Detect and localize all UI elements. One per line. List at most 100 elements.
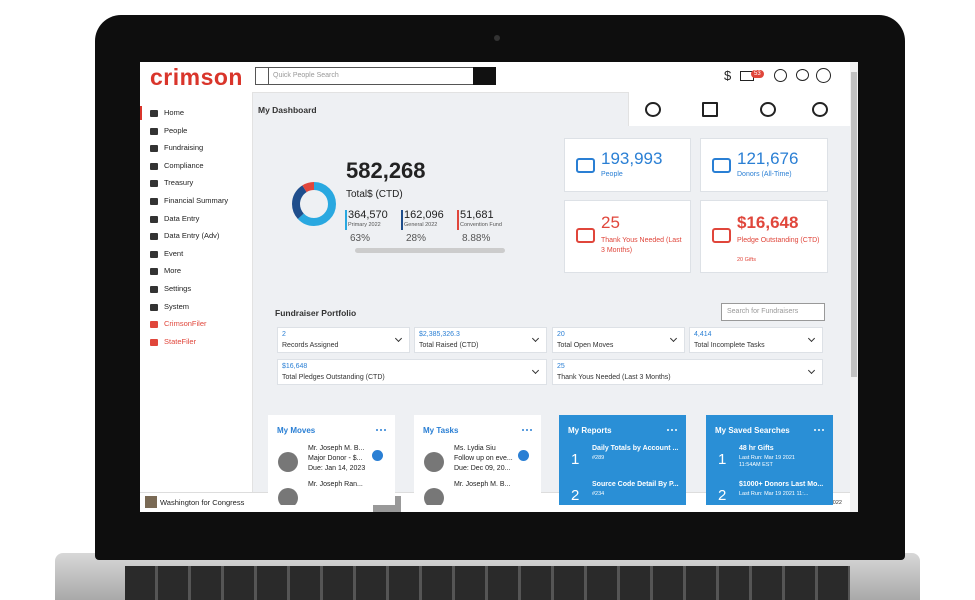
segment-amount: 51,681 bbox=[460, 209, 494, 221]
item-name[interactable]: 48 hr Gifts bbox=[739, 445, 774, 452]
more-dot[interactable] bbox=[822, 429, 824, 431]
nav-item[interactable]: Settings bbox=[164, 284, 192, 293]
portfolio-box[interactable]: $2,385,326.3 Total Raised (CTD) bbox=[414, 327, 547, 353]
nav-item[interactable]: More bbox=[164, 266, 182, 276]
nav-icon bbox=[150, 268, 158, 276]
item-name[interactable]: Mr. Joseph M. B... bbox=[308, 445, 365, 452]
help-icon[interactable] bbox=[774, 69, 787, 82]
notification-badge: 53 bbox=[751, 70, 764, 78]
search-button[interactable] bbox=[473, 67, 496, 85]
segment-bar bbox=[457, 210, 459, 230]
action-icon[interactable] bbox=[518, 450, 529, 461]
stat-icon bbox=[576, 228, 595, 243]
search-dropdown[interactable] bbox=[255, 67, 269, 85]
toolbar-icon[interactable] bbox=[645, 102, 661, 117]
search-input[interactable]: Quick People Search bbox=[268, 67, 474, 85]
portfolio-search[interactable]: Search for Fundraisers bbox=[721, 303, 825, 321]
account-avatar bbox=[145, 496, 157, 508]
currency-icon[interactable]: $ bbox=[724, 68, 732, 83]
donut-chart bbox=[292, 182, 336, 226]
item-name[interactable]: Mr. Joseph Ran... bbox=[308, 481, 363, 488]
stat-card[interactable]: 25 Thank Yous Needed (Last 3 Months) bbox=[564, 200, 691, 273]
nav-icon bbox=[150, 198, 158, 205]
account-name[interactable]: Washington for Congress bbox=[160, 498, 245, 507]
chevron bbox=[807, 334, 816, 343]
item-name[interactable]: Source Code Detail By P... bbox=[592, 481, 679, 488]
item-number: 2 bbox=[571, 487, 580, 504]
portfolio-box[interactable]: 4,414 Total Incomplete Tasks bbox=[689, 327, 823, 353]
segment-label: Primary 2022 bbox=[348, 222, 381, 228]
action-icon[interactable] bbox=[372, 450, 383, 461]
nav-icon bbox=[150, 127, 158, 135]
nav-item[interactable]: System bbox=[164, 301, 190, 311]
nav-icon bbox=[150, 233, 158, 241]
dashboard-title: My Dashboard bbox=[258, 105, 317, 115]
stat-card[interactable]: 121,676 Donors (All-Time) bbox=[700, 138, 828, 192]
widget-title: My Saved Searches bbox=[715, 426, 790, 435]
nav-item[interactable]: Compliance bbox=[164, 160, 204, 170]
nav-item[interactable]: StateFiler bbox=[164, 336, 197, 346]
stat-value: 121,676 bbox=[737, 149, 799, 168]
more-dot[interactable] bbox=[671, 429, 673, 431]
nav-item[interactable]: Data Entry (Adv) bbox=[164, 231, 220, 241]
nav-item[interactable]: People bbox=[164, 125, 188, 135]
more-dot[interactable] bbox=[380, 429, 382, 431]
segment-bar bbox=[401, 210, 403, 230]
logo: crimson bbox=[150, 64, 243, 90]
portfolio-box[interactable]: 20 Total Open Moves bbox=[552, 327, 685, 353]
more-dot[interactable] bbox=[376, 429, 378, 431]
toolbar-icon[interactable] bbox=[760, 102, 776, 117]
more-dot[interactable] bbox=[667, 429, 669, 431]
portfolio-label: Total Incomplete Tasks bbox=[694, 342, 765, 349]
toolbar-icon[interactable] bbox=[812, 102, 828, 117]
nav-item[interactable]: Financial Summary bbox=[164, 196, 229, 205]
more-dot[interactable] bbox=[522, 429, 524, 431]
nav-item[interactable]: Treasury bbox=[164, 178, 194, 188]
widget-title: My Moves bbox=[277, 426, 316, 435]
portfolio-value: $16,648 bbox=[282, 363, 308, 370]
nav-item[interactable]: Data Entry bbox=[164, 213, 200, 223]
nav-icon bbox=[150, 303, 158, 311]
item-name[interactable]: Ms. Lydia Siu bbox=[454, 445, 496, 452]
segment-scrollbar bbox=[355, 248, 505, 253]
nav-icon bbox=[150, 180, 158, 188]
nav-item[interactable]: Home bbox=[164, 108, 185, 117]
more-dot[interactable] bbox=[675, 429, 677, 431]
toolbar-icon[interactable] bbox=[702, 102, 718, 117]
chat-icon[interactable] bbox=[796, 69, 809, 81]
portfolio-box[interactable]: $16,648 Total Pledges Outstanding (CTD) bbox=[277, 359, 547, 385]
more-dot[interactable] bbox=[814, 429, 816, 431]
item-line: #234 bbox=[592, 491, 605, 497]
screen: crimson Quick People Search $ 53 My Dash… bbox=[140, 62, 858, 512]
portfolio-value: 4,414 bbox=[694, 331, 712, 338]
segment-share: 63% bbox=[350, 233, 371, 244]
portfolio-value: 25 bbox=[557, 363, 565, 370]
chevron bbox=[669, 334, 678, 343]
item-name[interactable]: Mr. Joseph M. B... bbox=[454, 481, 511, 488]
nav-item[interactable]: Fundraising bbox=[164, 143, 204, 153]
stat-card[interactable]: 193,993 People bbox=[564, 138, 691, 192]
portfolio-label: Thank Yous Needed (Last 3 Months) bbox=[557, 374, 671, 381]
nav-item[interactable]: CrimsonFiler bbox=[164, 319, 207, 329]
more-dot[interactable] bbox=[384, 429, 386, 431]
user-icon[interactable] bbox=[816, 68, 831, 83]
item-line: Follow up on eve... bbox=[454, 455, 513, 462]
stat-card[interactable]: $16,648 Pledge Outstanding (CTD) 20 Gifts bbox=[700, 200, 828, 273]
more-dot[interactable] bbox=[526, 429, 528, 431]
chevron bbox=[531, 366, 540, 375]
portfolio-box[interactable]: 25 Thank Yous Needed (Last 3 Months) bbox=[552, 359, 823, 385]
portfolio-box[interactable]: 2 Records Assigned bbox=[277, 327, 410, 353]
more-dot[interactable] bbox=[530, 429, 532, 431]
nav-item[interactable]: Event bbox=[164, 248, 184, 258]
portfolio-title: Fundraiser Portfolio bbox=[275, 308, 357, 318]
item-date: Due: Dec 09, 20... bbox=[454, 465, 511, 472]
item-number: 2 bbox=[718, 487, 727, 504]
item-name[interactable]: Daily Totals by Account ... bbox=[592, 445, 679, 452]
item-name[interactable]: $1000+ Donors Last Mo... bbox=[739, 481, 824, 488]
nav-icon bbox=[150, 110, 158, 117]
widget-title: My Tasks bbox=[423, 426, 459, 435]
segment-label: General 2022 bbox=[404, 222, 438, 228]
more-dot[interactable] bbox=[818, 429, 820, 431]
stat-icon bbox=[712, 158, 731, 173]
segment-bar bbox=[345, 210, 347, 230]
